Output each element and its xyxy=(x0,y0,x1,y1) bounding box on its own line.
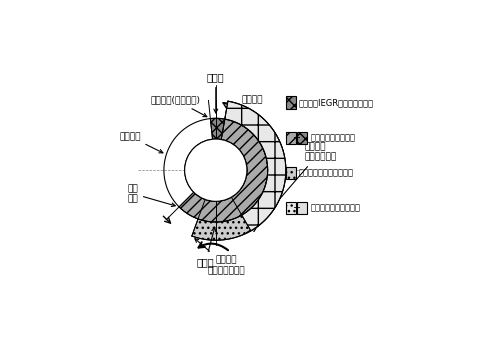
Polygon shape xyxy=(210,118,225,140)
Text: 下止点: 下止点 xyxy=(197,227,216,267)
Text: 上止点: 上止点 xyxy=(207,72,225,113)
Bar xyxy=(286,96,296,109)
Polygon shape xyxy=(225,101,286,231)
Text: 排气
门开: 排气 门开 xyxy=(127,184,175,207)
Text: +: + xyxy=(292,133,300,143)
Text: 一般柴油机排气过程: 一般柴油机排气过程 xyxy=(311,133,355,142)
Text: 排气门关: 排气门关 xyxy=(119,132,163,153)
Bar xyxy=(297,202,307,214)
Bar xyxy=(286,131,296,144)
Circle shape xyxy=(185,139,247,201)
Text: 进气门关
（米勒循环）: 进气门关 （米勒循环） xyxy=(255,142,336,228)
Polygon shape xyxy=(179,119,268,222)
Text: 米勒循环进气门开过程: 米勒循环进气门开过程 xyxy=(311,203,360,212)
Polygon shape xyxy=(192,101,286,240)
Text: 进气门开: 进气门开 xyxy=(231,96,263,114)
Text: +: + xyxy=(292,203,300,213)
Text: 排气门关(留存废气): 排气门关(留存废气) xyxy=(151,96,207,117)
Bar xyxy=(297,131,307,144)
Text: 留存废气IEGR柴油机排气过程: 留存废气IEGR柴油机排气过程 xyxy=(299,98,374,107)
Text: 狄塞尔循环进气门开过程: 狄塞尔循环进气门开过程 xyxy=(299,168,354,177)
Bar xyxy=(286,202,296,214)
Bar xyxy=(286,166,296,179)
Text: 进气门关
（狄塞尔循环）: 进气门关 （狄塞尔循环） xyxy=(195,239,245,275)
